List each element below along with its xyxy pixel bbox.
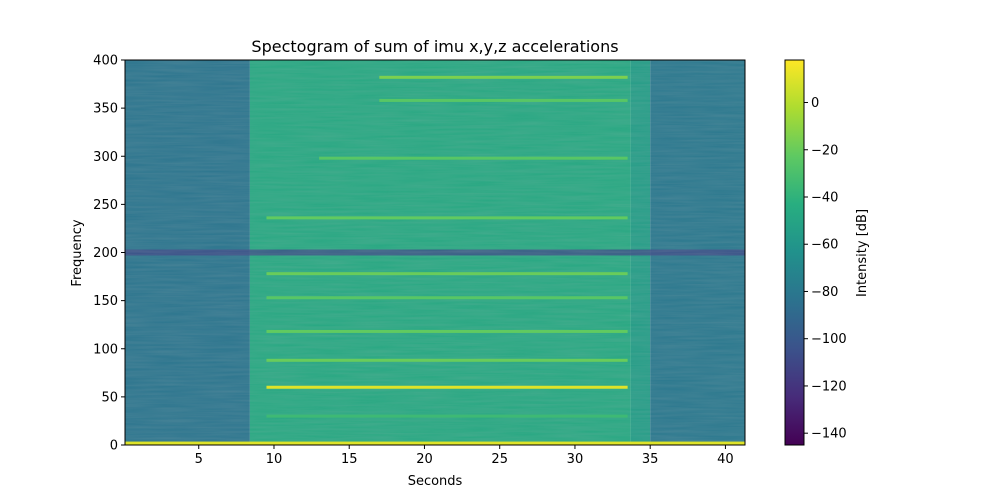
- colorbar: [784, 59, 805, 446]
- x-tick-label: 10: [266, 452, 283, 467]
- x-axis-label: Seconds: [408, 474, 463, 489]
- colorbar-tick-label: −40: [811, 190, 838, 205]
- harmonic-line: [266, 216, 628, 220]
- spectrogram-plot-area: [125, 60, 745, 445]
- x-tick-label: 25: [491, 452, 508, 467]
- x-tick-label: 20: [416, 452, 433, 467]
- colorbar-axis: 0 −20 −40 −60 −80 −100 −120 −140: [804, 96, 847, 442]
- x-tick-label: 35: [642, 452, 659, 467]
- x-tick-label: 5: [195, 452, 203, 467]
- harmonic-line: [266, 414, 628, 418]
- y-axis-label: Frequency: [70, 219, 85, 286]
- y-tick-label: 400: [93, 54, 118, 69]
- y-tick-label: 150: [93, 294, 118, 309]
- harmonic-line: [379, 98, 628, 102]
- y-tick-label: 350: [93, 102, 118, 117]
- x-axis: 5 10 15 20 25 30 35 40: [195, 445, 734, 467]
- harmonic-line: [125, 441, 745, 445]
- chart-title: Spectogram of sum of imu x,y,z accelerat…: [251, 37, 618, 56]
- x-tick-label: 40: [717, 452, 734, 467]
- y-tick-label: 300: [93, 150, 118, 165]
- harmonic-line: [379, 75, 628, 79]
- y-tick-label: 100: [93, 342, 118, 357]
- noise-texture: [125, 60, 745, 445]
- y-axis: 0 50 100 150 200 250 300 350 400: [93, 54, 125, 454]
- y-tick-label: 0: [110, 439, 118, 454]
- colorbar-tick-label: −140: [811, 427, 847, 442]
- colorbar-label: Intensity [dB]: [855, 209, 870, 297]
- x-tick-label: 30: [567, 452, 584, 467]
- harmonic-line: [266, 329, 628, 333]
- harmonic-line: [266, 385, 628, 389]
- harmonic-line: [266, 296, 628, 300]
- colorbar-tick-label: −120: [811, 379, 847, 394]
- harmonic-line: [266, 358, 628, 362]
- y-tick-label: 200: [93, 246, 118, 261]
- colorbar-tick-label: −60: [811, 238, 838, 253]
- x-tick-label: 15: [341, 452, 358, 467]
- colorbar-tick-label: 0: [811, 96, 819, 111]
- colorbar-tick-label: −20: [811, 143, 838, 158]
- colorbar-tick-label: −80: [811, 285, 838, 300]
- harmonic-line: [266, 272, 628, 276]
- y-tick-label: 50: [101, 390, 118, 405]
- y-tick-label: 250: [93, 198, 118, 213]
- harmonic-line: [319, 156, 628, 160]
- colorbar-tick-label: −100: [811, 332, 847, 347]
